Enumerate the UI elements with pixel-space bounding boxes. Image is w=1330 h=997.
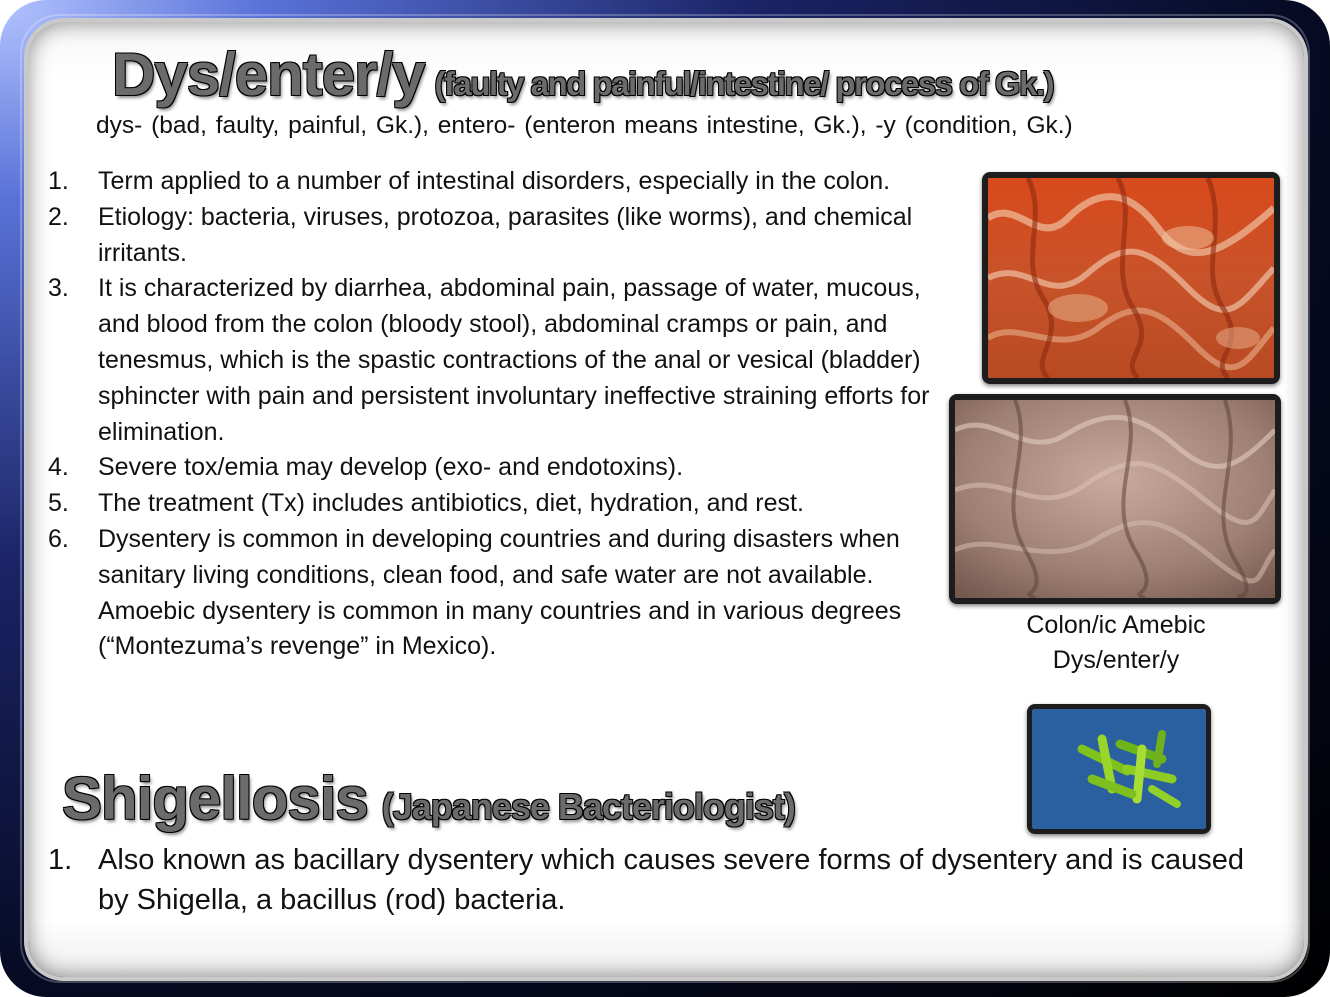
title-term: Dys/enter/y (112, 41, 425, 108)
list-item: 3. It is characterized by diarrhea, abdom… (48, 271, 956, 450)
list-item-text: It is characterized by diarrhea, abdomin… (98, 274, 930, 446)
list-item-number: 1. (48, 167, 69, 195)
list-item-number: 1. (48, 844, 73, 876)
list-item-text: Also known as bacillary dysentery which … (98, 844, 1245, 916)
list-item: 6. Dysentery is common in developing coun… (48, 522, 956, 665)
list-item: 1. Term applied to a number of intestinal… (48, 164, 956, 200)
shigellosis-points-list: 1. Also known as bacillary dysentery whic… (48, 840, 1278, 920)
image-caption: Colon/ic Amebic Dys/enter/y (985, 608, 1247, 678)
amebic-colon-image (949, 394, 1281, 604)
section2-term: Shigellosis (62, 765, 369, 832)
shigella-bacteria-image (1027, 704, 1211, 834)
section2-title: Shigellosis (Japanese Bacteriologist) (62, 764, 796, 833)
list-item-text: Term applied to a number of intestinal d… (98, 167, 891, 195)
dysentery-points-list: 1. Term applied to a number of intestinal… (48, 164, 956, 665)
list-item: 4. Severe tox/emia may develop (exo- and … (48, 450, 956, 486)
list-item-text: The treatment (Tx) includes antibiotics,… (98, 489, 804, 518)
caption-line-2: Dys/enter/y (1052, 646, 1180, 674)
list-item-number: 6. (48, 524, 69, 553)
etymology-line: dys- (bad, faulty, painful, Gk.), entero… (96, 112, 1073, 139)
list-item-text: Severe tox/emia may develop (exo- and en… (98, 453, 684, 482)
list-item-number: 2. (48, 202, 69, 231)
list-item-number: 5. (48, 489, 69, 518)
slide-title: Dys/enter/y (faulty and painful/intestine… (112, 40, 1055, 109)
list-item: 2. Etiology: bacteria, viruses, protozoa,… (48, 200, 956, 272)
list-item-text: Etiology: bacteria, viruses, protozoa, p… (98, 202, 913, 267)
title-meaning: (faulty and painful/intestine/ process o… (434, 65, 1055, 102)
list-item-text: Dysentery is common in developing countr… (98, 524, 902, 661)
section2-meaning: (Japanese Bacteriologist) (381, 786, 796, 827)
list-item: 1. Also known as bacillary dysentery whic… (48, 840, 1278, 920)
inflamed-colon-image (982, 172, 1280, 384)
list-item-number: 4. (48, 453, 69, 482)
list-item-number: 3. (48, 274, 69, 303)
caption-line-1: Colon/ic Amebic (1026, 611, 1206, 639)
list-item: 5. The treatment (Tx) includes antibiotic… (48, 486, 956, 522)
